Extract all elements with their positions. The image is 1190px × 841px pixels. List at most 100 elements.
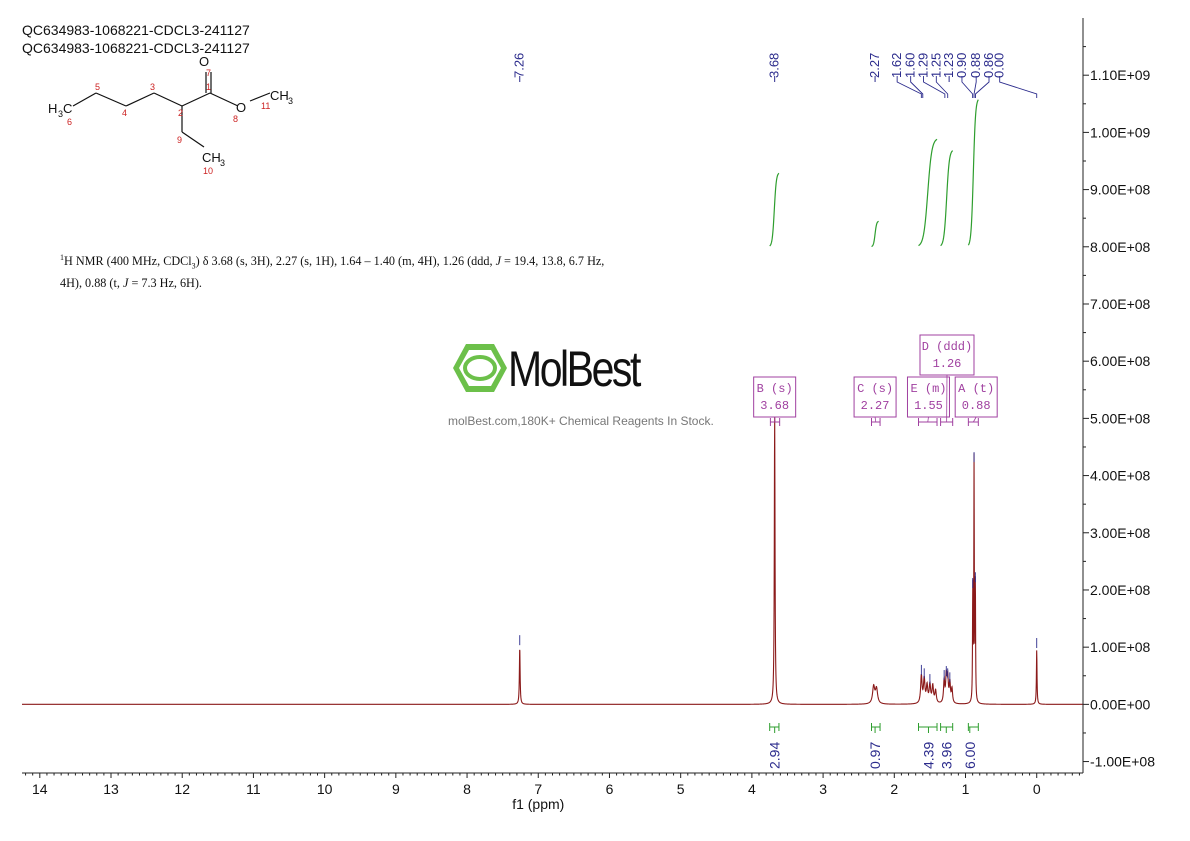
- summary-part-a: H NMR (400 MHz, CDCl: [64, 254, 192, 269]
- atom-methyl-11-subscript: 3: [288, 96, 293, 106]
- molecule-structure: H 3 C O O CH 3 CH 3 6 5 4 3 2 1 7 8 11 9…: [48, 54, 293, 176]
- nmr-summary-text: 1H NMR (400 MHz, CDCl3) δ 3.68 (s, 3H), …: [60, 249, 620, 292]
- summary-part-b: ) δ 3.68 (s, 3H), 2.27 (s, 1H), 1.64 – 1…: [195, 254, 496, 269]
- y-tick-label: 5.00E+08: [1090, 410, 1151, 426]
- multiplet-letter: C (s): [857, 382, 893, 396]
- peak-label-leader: [935, 76, 949, 98]
- chart-axes: 14 13 12 11 10 9 8 7 6 5 4 3 2 1 0f1 (ppm)-1.00E+080.0…: [22, 18, 1155, 812]
- multiplet-value: 0.88: [962, 399, 991, 413]
- x-tick-label: 7: [534, 781, 542, 797]
- multiplet-connector: [972, 416, 977, 423]
- x-tick-label: 0: [1033, 781, 1041, 797]
- atom-number-4: 4: [122, 108, 127, 118]
- atom-number-1: 1: [206, 82, 211, 92]
- x-tick-label: 3: [819, 781, 827, 797]
- y-tick-label: 2.00E+08: [1090, 582, 1151, 598]
- peak-label: 7.26: [512, 53, 527, 78]
- integral-annotations: 2.94 0.97 4.39 3.96 6.00: [767, 723, 979, 769]
- atom-methyl-10: CH: [202, 150, 221, 165]
- peak-label: 1.23: [941, 53, 956, 78]
- x-tick-label: 8: [463, 781, 471, 797]
- multiplet-value: 1.26: [933, 357, 962, 371]
- integral-curves: [769, 99, 979, 248]
- atom-o-carbonyl: O: [199, 54, 209, 69]
- x-tick-label: 4: [748, 781, 756, 797]
- y-tick-label: 0.00E+00: [1090, 696, 1151, 712]
- atom-number-6: 6: [67, 117, 72, 127]
- title-line-2: QC634983-1068221-CDCL3-241127: [22, 40, 250, 56]
- x-tick-label: 12: [174, 781, 190, 797]
- peak-label: 3.68: [767, 53, 782, 78]
- peak-label: 1.29: [915, 53, 930, 78]
- x-tick-label: 5: [677, 781, 685, 797]
- x-tick-label: 2: [890, 781, 898, 797]
- multiplet-letter: E (m): [910, 382, 946, 396]
- peak-label: 1.60: [903, 53, 918, 78]
- summary-j1: J: [495, 254, 501, 269]
- atom-h-label: H: [48, 101, 57, 116]
- integral-curve: [967, 99, 979, 246]
- multiplet-box: [954, 376, 998, 418]
- integral-curve: [769, 172, 780, 247]
- integral-value: 3.96: [938, 742, 954, 769]
- summary-part-c: = 19.4, 13.8, 6.7 Hz, 4H), 0.88 (t,: [60, 254, 605, 290]
- y-tick-label: 8.00E+08: [1090, 239, 1151, 255]
- multiplet-connector: [927, 416, 929, 423]
- peak-label: 0.88: [968, 53, 983, 78]
- spectrum-series: [22, 416, 1083, 705]
- x-axis-title: f1 (ppm): [512, 796, 564, 812]
- multiplet-box: [753, 376, 797, 418]
- y-tick-label: 1.10E+09: [1090, 67, 1151, 83]
- integral-value: 2.94: [767, 742, 783, 769]
- summary-sup: 1: [60, 253, 64, 262]
- x-tick-label: 10: [317, 781, 333, 797]
- peak-label-leader: [961, 76, 974, 98]
- peak-label-leader: [973, 76, 977, 98]
- y-tick-label: -1.00E+08: [1090, 754, 1155, 770]
- x-tick-label: 1: [962, 781, 970, 797]
- peak-label: 2.27: [867, 53, 882, 78]
- atom-number-7: 7: [206, 68, 211, 78]
- atom-number-5: 5: [95, 82, 100, 92]
- multiplet-value: 3.68: [760, 399, 789, 413]
- atom-number-2: 2: [178, 108, 183, 118]
- molbest-logo-icon: [453, 344, 507, 392]
- peak-label: 0.86: [981, 53, 996, 78]
- integral-value: 6.00: [962, 742, 978, 769]
- x-tick-label: 9: [392, 781, 400, 797]
- multiplet-letter: D (ddd): [922, 340, 972, 354]
- molecule-bonds: [72, 72, 271, 148]
- x-tick-label: 14: [32, 781, 48, 797]
- atom-o-ester: O: [236, 100, 246, 115]
- integral-value: 4.39: [920, 742, 936, 769]
- x-tick-label: 6: [606, 781, 614, 797]
- watermark-tagline: molBest.com,180K+ Chemical Reagents In S…: [448, 414, 714, 428]
- peak-label: 1.25: [928, 53, 943, 78]
- summary-part-d: = 7.3 Hz, 6H).: [128, 275, 202, 290]
- multiplet-box: [919, 334, 975, 376]
- x-tick-label: 11: [246, 781, 261, 797]
- atom-h-subscript: 3: [58, 109, 63, 119]
- atom-methyl-11: CH: [270, 88, 289, 103]
- multiplet-connector: [874, 416, 877, 423]
- peak-label-leader: [999, 76, 1038, 98]
- title-line-1: QC634983-1068221-CDCL3-241127: [22, 22, 250, 38]
- multiplet-box: [906, 376, 950, 418]
- y-tick-label: 4.00E+08: [1090, 468, 1151, 484]
- y-tick-label: 7.00E+08: [1090, 296, 1151, 312]
- peak-label-leader: [896, 76, 922, 98]
- multiplet-letter: B (s): [757, 382, 793, 396]
- multiplet-annotations: B (s) 3.68 C (s) 2.27 E (m) 1.55 A (t) 0.88 D (d…: [753, 334, 998, 426]
- spectrum-trace: [22, 416, 1083, 705]
- y-tick-label: 9.00E+08: [1090, 182, 1151, 198]
- atom-number-11: 11: [261, 101, 270, 111]
- multiplet-value: 2.27: [861, 399, 890, 413]
- peak-label: 0.90: [954, 53, 969, 78]
- atom-number-3: 3: [150, 82, 155, 92]
- peak-label-leader: [923, 76, 946, 98]
- x-tick-label: 13: [103, 781, 119, 797]
- peak-labels: 7.26 3.68 2.27 1.621.601.291.251.230.90 0.88…: [512, 53, 1038, 685]
- atom-number-9: 9: [177, 135, 182, 145]
- peak-label: 1.62: [889, 53, 904, 78]
